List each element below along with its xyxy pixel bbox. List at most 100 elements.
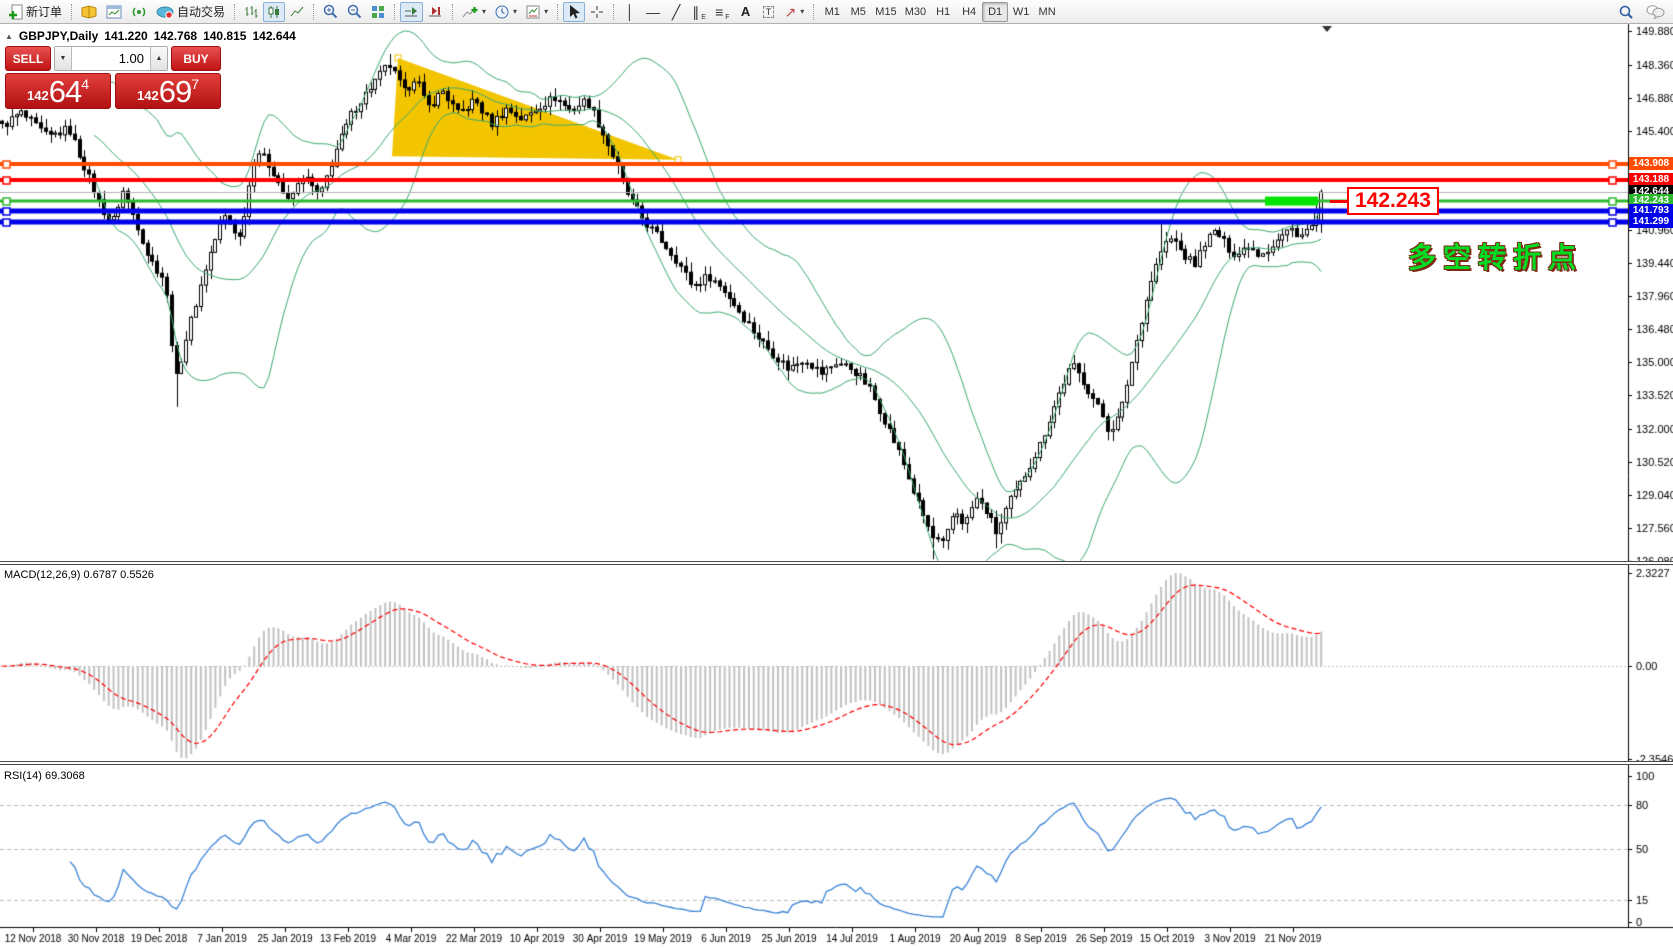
buy-button[interactable]: BUY xyxy=(171,46,221,71)
toolbar-separator xyxy=(313,3,315,20)
volume-increase-button[interactable]: ▲ xyxy=(150,47,167,70)
low-value: 140.815 xyxy=(203,29,247,43)
volume-input[interactable]: 1.00 xyxy=(118,51,144,66)
auto-scroll-icon xyxy=(405,7,418,17)
timeframe-group: M1 M5 M15 M30 H1 H4 D1 W1 MN xyxy=(819,1,1060,22)
signals-icon xyxy=(132,7,146,16)
candlestick-chart-button[interactable] xyxy=(263,1,286,22)
timeframe-button[interactable]: M1 xyxy=(824,5,840,18)
line-chart-icon xyxy=(290,6,304,16)
arrows-dropdown-arrow[interactable]: ▾ xyxy=(800,7,805,16)
timeframe-button[interactable]: H4 xyxy=(962,5,977,18)
chart-shift-button[interactable] xyxy=(424,2,447,22)
profiles-button[interactable] xyxy=(77,2,101,22)
autotrading-label: 自动交易 xyxy=(177,5,226,19)
templates-button[interactable]: ▾ xyxy=(522,2,552,22)
timeframe-button[interactable]: MN xyxy=(1038,5,1056,18)
vertical-line-button[interactable]: │ xyxy=(625,3,635,20)
sell-button[interactable]: SELL xyxy=(5,46,51,71)
cursor-icon xyxy=(570,5,581,19)
chart-title: ▲ GBPJPY,Daily 141.220 142.768 140.815 1… xyxy=(5,29,296,43)
line-chart-button[interactable] xyxy=(286,2,308,22)
charts-window-icon xyxy=(106,5,122,18)
toolbar-separator xyxy=(234,3,236,20)
timeframe-button[interactable]: M15 xyxy=(875,5,897,18)
channel-icon: ∥ xyxy=(692,3,700,20)
sell-price-display[interactable]: 142 64 4 xyxy=(5,73,111,109)
collapse-panel-arrow[interactable]: ▲ xyxy=(5,31,13,41)
buy-price-display[interactable]: 142 69 7 xyxy=(115,73,221,109)
close-value: 142.644 xyxy=(252,29,296,43)
volume-decrease-button[interactable]: ▼ xyxy=(55,47,72,70)
autotrading-button[interactable]: 自动交易 xyxy=(152,2,229,22)
indicators-dropdown-arrow[interactable]: ▾ xyxy=(482,7,487,16)
charts-window-button[interactable] xyxy=(102,2,126,22)
clock-icon xyxy=(495,5,509,18)
periods-button[interactable]: ▾ xyxy=(491,2,521,22)
price-axis-tag: 143.188 xyxy=(1629,173,1673,186)
price-axis-tag: 142.243 xyxy=(1629,194,1673,207)
tile-windows-button[interactable] xyxy=(367,2,389,22)
price-callout-box[interactable]: 142.243 xyxy=(1347,187,1439,215)
cursor-button[interactable] xyxy=(563,1,586,22)
toolbar-separator xyxy=(557,3,559,20)
buy-price-big-digits: 69 xyxy=(158,74,192,110)
equidistant-channel-button[interactable]: ∥ E xyxy=(688,2,710,22)
panel-separator-rsi[interactable] xyxy=(0,761,1673,765)
arrows-icon: ↗ xyxy=(784,3,797,20)
timeframe-button[interactable]: M30 xyxy=(904,5,927,18)
timeframe-button[interactable]: H1 xyxy=(936,5,951,18)
signals-button[interactable] xyxy=(127,2,151,22)
fibonacci-icon: ≡ xyxy=(715,3,724,20)
crosshair-button[interactable] xyxy=(586,2,608,22)
new-order-icon xyxy=(9,4,23,19)
bar-chart-button[interactable] xyxy=(240,2,262,22)
timeframe-button[interactable]: M5 xyxy=(850,5,866,18)
auto-scroll-button[interactable] xyxy=(400,1,424,22)
volume-stepper: ▼ 1.00 ▲ xyxy=(54,46,168,71)
high-value: 142.768 xyxy=(153,29,198,43)
toolbar-separator xyxy=(394,3,396,20)
horizontal-line-button[interactable]: — xyxy=(646,3,661,20)
timeframe-button[interactable]: D1 xyxy=(982,1,1009,22)
arrows-tool-button[interactable]: ↗ ▾ xyxy=(781,2,809,22)
text-label-tool-button[interactable]: T xyxy=(758,2,780,22)
autotrading-icon xyxy=(156,6,174,19)
symbol-period-label: GBPJPY,Daily xyxy=(18,29,99,43)
search-icon xyxy=(1619,5,1633,19)
toolbar-right-group xyxy=(1614,2,1669,22)
chat-button[interactable] xyxy=(1642,2,1669,22)
timeframe-button[interactable]: W1 xyxy=(1012,5,1030,18)
periods-dropdown-arrow[interactable]: ▾ xyxy=(513,7,518,16)
new-order-label: 新订单 xyxy=(26,5,63,19)
templates-dropdown-arrow[interactable]: ▾ xyxy=(544,7,549,16)
price-axis-tag: 141.299 xyxy=(1629,215,1673,228)
indicators-icon xyxy=(462,6,478,17)
fibonacci-letter: F xyxy=(725,13,730,21)
toolbar-separator xyxy=(71,3,73,20)
channel-letter: E xyxy=(701,13,706,21)
search-button[interactable] xyxy=(1614,2,1638,22)
main-toolbar: 新订单 自动交易 xyxy=(0,0,1673,24)
rsi-indicator-label: RSI(14) 69.3068 xyxy=(4,770,85,782)
buy-price-main: 142 xyxy=(137,88,159,103)
fibonacci-button[interactable]: ≡ F xyxy=(711,2,733,22)
zoom-out-button[interactable] xyxy=(343,2,366,22)
sell-price-big-digits: 64 xyxy=(48,74,82,110)
candlestick-chart-icon xyxy=(268,5,280,18)
text-tool-button[interactable]: A xyxy=(740,4,751,19)
toolbar-separator xyxy=(613,3,615,20)
indicators-button[interactable]: ▾ xyxy=(458,2,490,22)
crosshair-icon xyxy=(591,5,604,18)
template-icon xyxy=(526,5,540,18)
zoom-out-icon xyxy=(347,4,362,19)
tile-windows-icon xyxy=(372,5,385,18)
one-click-trading-panel: SELL ▼ 1.00 ▲ BUY 142 64 4 142 69 7 xyxy=(5,46,221,109)
buy-price-pip-digit: 7 xyxy=(191,76,199,92)
zoom-in-button[interactable] xyxy=(319,2,342,22)
new-order-button[interactable]: 新订单 xyxy=(4,2,66,22)
trendline-button[interactable]: ╱ xyxy=(671,3,681,20)
panel-separator-macd[interactable] xyxy=(0,561,1673,565)
toolbar-separator xyxy=(813,3,815,20)
